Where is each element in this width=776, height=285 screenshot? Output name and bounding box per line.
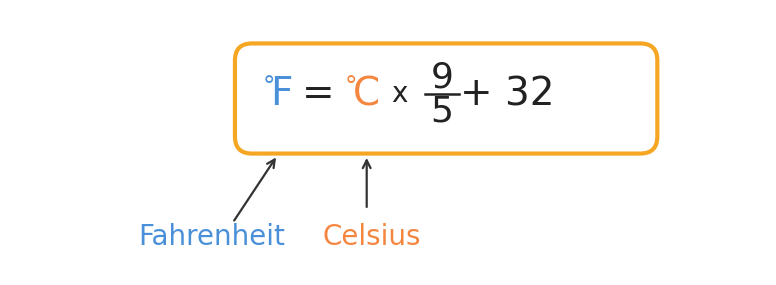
Text: x: x: [391, 80, 407, 108]
Text: °: °: [345, 75, 358, 99]
Text: C: C: [353, 75, 380, 113]
Text: Celsius: Celsius: [323, 223, 421, 251]
Text: + 32: + 32: [460, 75, 555, 113]
Text: F: F: [270, 75, 293, 113]
Text: 5: 5: [431, 94, 453, 128]
Text: 9: 9: [431, 60, 453, 94]
FancyBboxPatch shape: [235, 43, 657, 154]
Text: °: °: [263, 75, 275, 99]
Text: =: =: [302, 75, 334, 113]
Text: Fahrenheit: Fahrenheit: [138, 223, 285, 251]
